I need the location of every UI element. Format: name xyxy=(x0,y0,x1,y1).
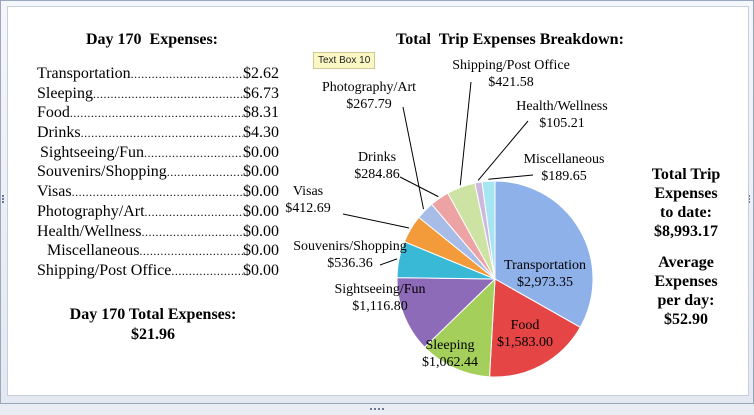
slice-name-label: Miscellaneous xyxy=(524,152,605,167)
slice-name-label: Shipping/Post Office xyxy=(452,58,570,73)
slice-value-label: $536.36 xyxy=(327,256,373,271)
expense-row: Shipping/Post Office$0.00 xyxy=(37,261,279,282)
day-total-value: $21.96 xyxy=(131,326,175,343)
text-box-tag[interactable]: Text Box 10 xyxy=(313,52,376,69)
expense-row: Photography/Art$0.00 xyxy=(37,202,279,223)
day-expenses-title: Day 170 Expenses: xyxy=(86,31,219,48)
total-trip-label-2: Expenses xyxy=(654,185,718,202)
pie-slice-food xyxy=(489,278,581,378)
leader-line xyxy=(459,81,472,186)
expense-row: Transportation$2.62 xyxy=(37,65,279,85)
total-trip-value: $8,993.17 xyxy=(654,223,718,240)
leader-line xyxy=(342,213,410,229)
slice-name-label: Photography/Art xyxy=(322,80,416,95)
average-label-2: Expenses xyxy=(654,273,718,290)
expense-row: Drinks$4.30 xyxy=(37,124,279,144)
slice-value-label: $1,116.80 xyxy=(352,299,407,314)
expenses-panel: Day 170 Expenses: Transportation$2.62 Sl… xyxy=(7,6,749,396)
slice-value-label: $1,062.44 xyxy=(422,355,478,370)
day-expense-list: Transportation$2.62 Sleeping$6.73 Food$8… xyxy=(37,65,279,282)
expense-row: Sleeping$6.73 xyxy=(37,84,279,105)
pie-leader-lines xyxy=(342,81,534,266)
slice-name-label: Health/Wellness xyxy=(516,99,607,114)
slice-name-label: Food xyxy=(511,318,540,333)
chart-window-frame: Day 170 Expenses: Transportation$2.62 Sl… xyxy=(0,0,754,404)
slice-value-label: $421.58 xyxy=(488,75,534,90)
leader-line xyxy=(379,258,398,266)
average-label-1: Average xyxy=(658,254,714,271)
leader-line xyxy=(477,120,529,181)
expense-row: Food$8.31 xyxy=(37,104,279,124)
average-label-3: per day: xyxy=(657,292,715,309)
slice-name-label: Sightseeing/Fun xyxy=(334,282,425,297)
slice-name-label: Visas xyxy=(293,184,323,199)
left-resize-handle[interactable] xyxy=(2,194,5,204)
pie-slices xyxy=(396,180,594,378)
pie-slice-sleeping xyxy=(423,277,496,378)
slice-value-label: $284.86 xyxy=(354,167,400,182)
average-value: $52.90 xyxy=(664,311,708,328)
expense-row: Health/Wellness$0.00 xyxy=(37,222,279,243)
pie-slice-sightseeing-fun xyxy=(396,277,497,348)
trip-summary: Total Trip Expenses to date: $8,993.17 A… xyxy=(624,165,748,329)
total-trip-label-3: to date: xyxy=(660,204,712,221)
slice-name-label: Transportation xyxy=(504,258,586,273)
expense-row: Miscellaneous$0.00 xyxy=(37,242,279,262)
bottom-resize-handle[interactable] xyxy=(369,397,385,415)
day-total-label: Day 170 Total Expenses: xyxy=(69,306,237,323)
pie-slice-transportation xyxy=(494,180,594,329)
expense-row: Visas$0.00 xyxy=(37,183,279,203)
leader-line xyxy=(402,106,424,210)
slice-name-label: Drinks xyxy=(358,150,396,165)
slice-name-label: Sleeping xyxy=(426,338,475,353)
slice-value-label: $105.21 xyxy=(539,116,585,131)
day-total-block: Day 170 Total Expenses: $21.96 xyxy=(8,305,298,345)
pie-slice-miscellaneous xyxy=(481,180,496,280)
slice-name-label: Souvenirs/Shopping xyxy=(293,239,407,254)
slice-value-label: $2,973.35 xyxy=(517,275,573,290)
total-trip-label-1: Total Trip xyxy=(651,166,721,183)
right-resize-handle[interactable] xyxy=(748,194,751,204)
slice-value-label: $189.65 xyxy=(541,169,587,184)
leader-line xyxy=(399,176,439,198)
leader-line xyxy=(488,174,534,180)
pie-labels: Transportation $2,973.35 Food $1,583.00 Slee… xyxy=(285,58,607,370)
expense-row: Sightseeing/Fun$0.00 xyxy=(37,143,279,164)
chart-title: Total Trip Expenses Breakdown: xyxy=(396,31,624,48)
slice-value-label: $267.79 xyxy=(346,97,392,112)
expense-row: Souvenirs/Shopping$0.00 xyxy=(37,163,279,183)
pie-chart: Transportation $2,973.35 Food $1,583.00 Slee… xyxy=(285,58,608,378)
slice-value-label: $412.69 xyxy=(285,201,331,216)
slice-value-label: $1,583.00 xyxy=(497,335,553,350)
